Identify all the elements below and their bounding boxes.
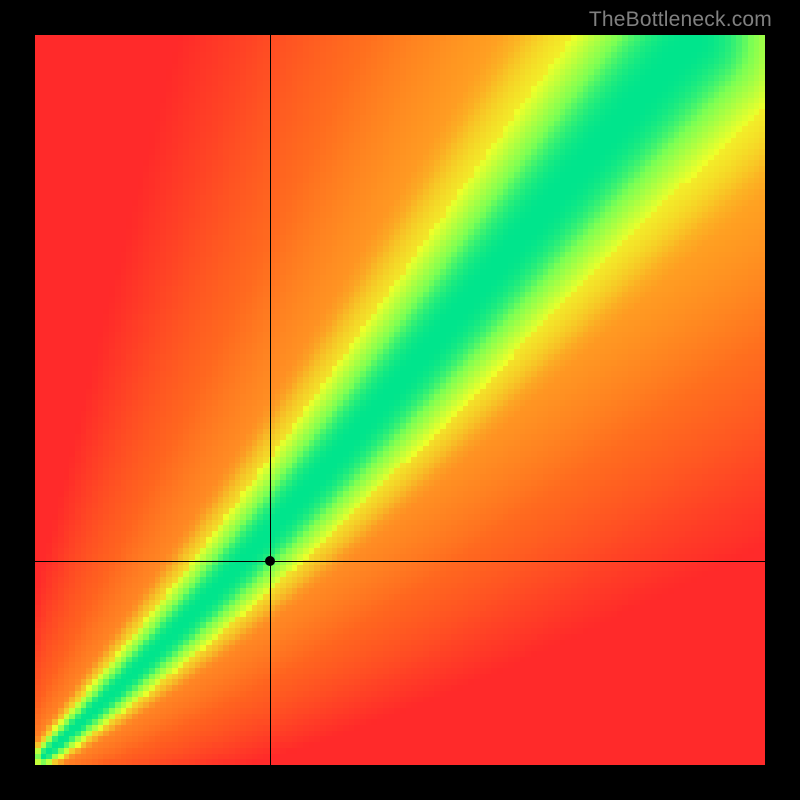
heatmap-plot <box>35 35 765 765</box>
crosshair-marker-dot <box>265 556 275 566</box>
crosshair-horizontal <box>35 561 765 562</box>
heatmap-canvas <box>35 35 765 765</box>
watermark-text: TheBottleneck.com <box>589 8 772 32</box>
crosshair-vertical <box>270 35 271 765</box>
